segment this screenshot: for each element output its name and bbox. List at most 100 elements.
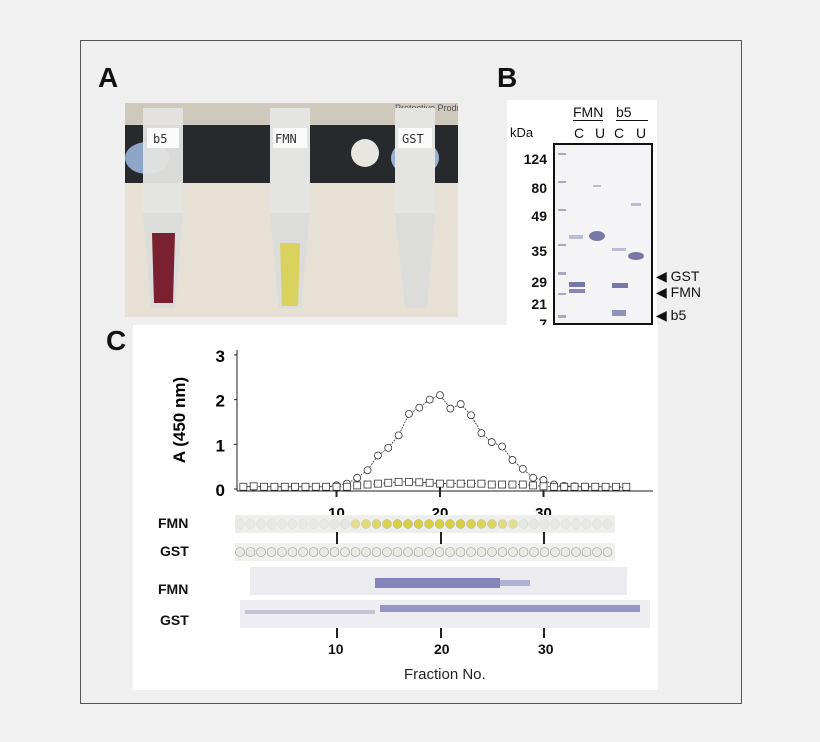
data-point-square [518, 480, 527, 489]
data-point-square [405, 477, 413, 486]
data-point-circle [518, 464, 527, 473]
fraction-tube [529, 547, 539, 557]
data-point-square [467, 479, 475, 488]
data-point-circle [353, 473, 362, 482]
fraction-tube [277, 519, 287, 529]
group-label: FMN [573, 104, 604, 121]
data-point-square [373, 479, 382, 488]
marker-label: 29 [531, 274, 547, 290]
fraction-tube [487, 547, 497, 557]
fraction-tube [329, 519, 340, 529]
fraction-tube [571, 519, 581, 529]
data-point-square [342, 482, 351, 491]
data-point-square [249, 482, 258, 491]
fraction-tube [235, 547, 245, 557]
fraction-tube [308, 547, 319, 557]
data-point-square [280, 482, 289, 491]
y-tick-label: 3 [216, 347, 225, 366]
fraction-tube [602, 519, 613, 529]
fraction-tube [571, 547, 581, 557]
data-point-circle [498, 442, 507, 451]
arrow-label-fmn: ◀ FMN [656, 284, 701, 300]
data-point-circle [487, 438, 496, 446]
unit-label: kDa [510, 125, 534, 140]
series-line [243, 394, 627, 489]
fraction-tube [403, 547, 413, 557]
panel-c-bg [133, 325, 658, 690]
sds-gel [553, 143, 653, 325]
data-point-square [539, 482, 548, 491]
data-point-square [436, 479, 444, 488]
fraction-tube [340, 519, 350, 529]
tube-label: b5 [153, 132, 167, 146]
data-point-square [291, 482, 300, 491]
fraction-tube [445, 519, 455, 529]
fraction-tube [413, 519, 424, 529]
fraction-tube [266, 547, 277, 557]
x-tick-label: 20 [432, 505, 449, 515]
fraction-tube [455, 547, 466, 557]
data-point-circle [446, 404, 455, 413]
data-point-square [394, 477, 403, 486]
data-point-circle [436, 391, 444, 400]
data-point-circle [425, 395, 434, 404]
data-point-square [487, 480, 496, 489]
fraction-tube [518, 547, 529, 557]
row-label: GST [160, 612, 189, 628]
fraction-tube [319, 519, 329, 529]
fraction-tube [382, 519, 392, 529]
data-point-square [549, 482, 558, 491]
fraction-tube [560, 519, 571, 529]
fraction-tube [550, 519, 560, 529]
fraction-tube [434, 547, 445, 557]
data-point-square [384, 478, 393, 487]
fraction-tube [350, 519, 361, 529]
data-point-square [270, 482, 279, 491]
data-point-square [508, 480, 517, 489]
panel-label-a: A [98, 62, 119, 93]
data-point-square [612, 482, 620, 491]
fraction-tube [592, 519, 602, 529]
series-line [243, 481, 627, 488]
fraction-tube [476, 547, 487, 557]
fraction-tube [602, 547, 613, 557]
fraction-tube [256, 519, 266, 529]
fraction-tube [592, 547, 602, 557]
data-point-square [498, 480, 507, 489]
data-point-square [353, 481, 362, 490]
marker-label: 21 [531, 296, 547, 312]
data-point-square [311, 482, 320, 491]
data-point-circle [456, 400, 465, 408]
fraction-tube [340, 547, 350, 557]
tube-label: GST [402, 132, 424, 146]
data-point-square [622, 482, 631, 491]
y-tick-label: 2 [216, 392, 225, 411]
data-point-square [425, 478, 434, 487]
data-point-circle [529, 473, 538, 482]
fraction-tube [350, 547, 361, 557]
fraction-tube [371, 547, 382, 557]
fraction-tube [287, 519, 298, 529]
row-label: GST [160, 543, 189, 559]
tube-gst [395, 108, 435, 308]
data-point-square [239, 482, 248, 491]
arrow-label-b5: ◀ b5 [656, 307, 687, 323]
x-tick-label: 10 [328, 505, 345, 515]
data-point-square [601, 482, 610, 491]
data-point-square [332, 482, 341, 491]
fraction-tube [560, 547, 571, 557]
y-axis-title: A (450 nm) [170, 377, 189, 463]
fraction-tube [361, 519, 371, 529]
fraction-tube [287, 547, 298, 557]
x-tick-label: 30 [538, 641, 554, 657]
data-point-circle [477, 429, 486, 438]
data-point-square [415, 478, 424, 487]
fraction-tube [455, 519, 466, 529]
fraction-tube [413, 547, 424, 557]
data-point-square [446, 479, 455, 488]
tube-fmn [270, 108, 310, 308]
lane-label: U [595, 125, 606, 141]
fraction-tube [487, 519, 497, 529]
marker-label: 49 [531, 208, 547, 224]
arrow-label-gst: ◀ GST [656, 268, 700, 284]
